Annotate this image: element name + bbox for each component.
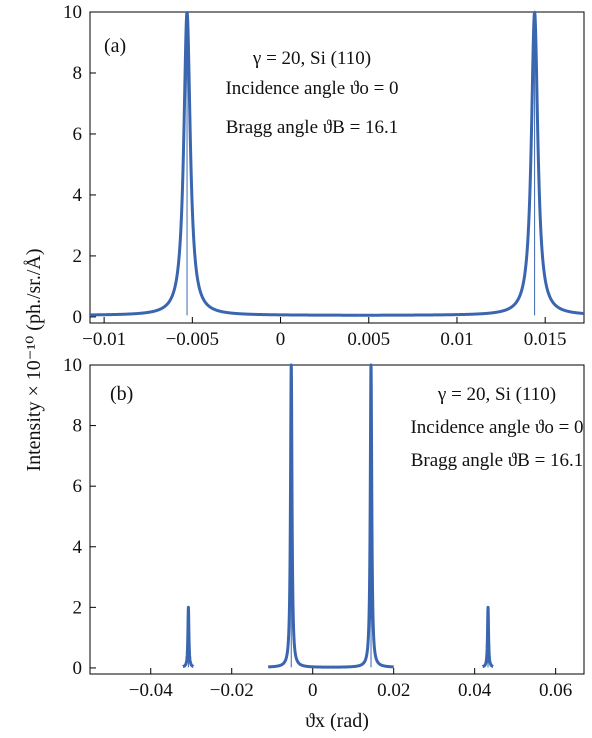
- y-tick-label-b-1: 2: [73, 597, 83, 618]
- y-axis-title: Intensity × 10⁻¹⁰ (ph./sr./Å): [23, 248, 45, 471]
- annotation-line-1-a: γ = 20, Si (110): [252, 48, 371, 69]
- y-tick-label-b-4: 8: [73, 416, 83, 437]
- curves-b: [181, 363, 495, 669]
- y-tick-label-b-2: 4: [73, 537, 83, 558]
- peak-a-0: [88, 10, 362, 317]
- x-tick-label-b-3: 0.02: [377, 680, 410, 701]
- panel-label-b: (b): [110, 383, 133, 405]
- x-tick-label-a-0: −0.01: [82, 329, 126, 350]
- panel-a: −0.01 −0.005 0 0.005 0.01 0.015 0 2 4 6 8 10 (a) γ …: [63, 2, 586, 350]
- x-tick-label-a-5: 0.015: [524, 329, 567, 350]
- peak-a-1: [358, 10, 586, 317]
- ticks-b: −0.04 −0.02 0 0.02 0.04 0.06 0 2 4 6 8 10: [63, 355, 572, 701]
- y-tick-label-b-3: 6: [73, 476, 83, 497]
- curves-a: [88, 10, 586, 317]
- peak-b-1: [329, 363, 396, 669]
- annotation-line-1-b: γ = 20, Si (110): [437, 384, 556, 405]
- y-tick-label-b-0: 0: [73, 658, 83, 679]
- panel-b: −0.04 −0.02 0 0.02 0.04 0.06 0 2 4 6 8 10 (b) γ = 2…: [63, 355, 585, 701]
- plot-frame-b: [89, 364, 585, 675]
- y-tick-label-a-4: 8: [73, 63, 83, 84]
- y-tick-label-a-3: 6: [73, 124, 83, 145]
- y-tick-label-a-1: 2: [73, 246, 83, 267]
- x-tick-label-b-4: 0.04: [458, 680, 492, 701]
- x-tick-label-a-1: −0.005: [166, 329, 219, 350]
- x-tick-label-b-0: −0.04: [129, 680, 173, 701]
- panel-label-a: (a): [104, 35, 126, 57]
- x-tick-label-b-1: −0.02: [210, 680, 254, 701]
- ticks-a: −0.01 −0.005 0 0.005 0.01 0.015 0 2 4 6 8 10: [63, 2, 567, 350]
- annotation-line-3-a: Bragg angle ϑB = 16.1: [226, 117, 399, 138]
- y-tick-label-a-5: 10: [63, 2, 82, 23]
- y-tick-label-b-5: 10: [63, 355, 82, 376]
- y-tick-label-a-0: 0: [73, 307, 83, 328]
- annotation-line-2-a: Incidence angle ϑo = 0: [225, 78, 398, 99]
- x-tick-label-b-5: 0.06: [539, 680, 572, 701]
- x-tick-label-a-3: 0.005: [347, 329, 390, 350]
- x-axis-title: ϑx (rad): [305, 710, 369, 732]
- x-tick-label-b-2: 0: [308, 680, 318, 701]
- x-tick-label-a-2: 0: [276, 329, 286, 350]
- peak-b-0: [266, 363, 333, 669]
- annotation-line-2-b: Incidence angle ϑo = 0: [410, 417, 583, 438]
- y-tick-label-a-2: 4: [73, 185, 83, 206]
- plot-frame-a: [89, 11, 585, 324]
- x-tick-label-a-4: 0.01: [440, 329, 473, 350]
- annotation-line-3-b: Bragg angle ϑB = 16.1: [411, 450, 584, 471]
